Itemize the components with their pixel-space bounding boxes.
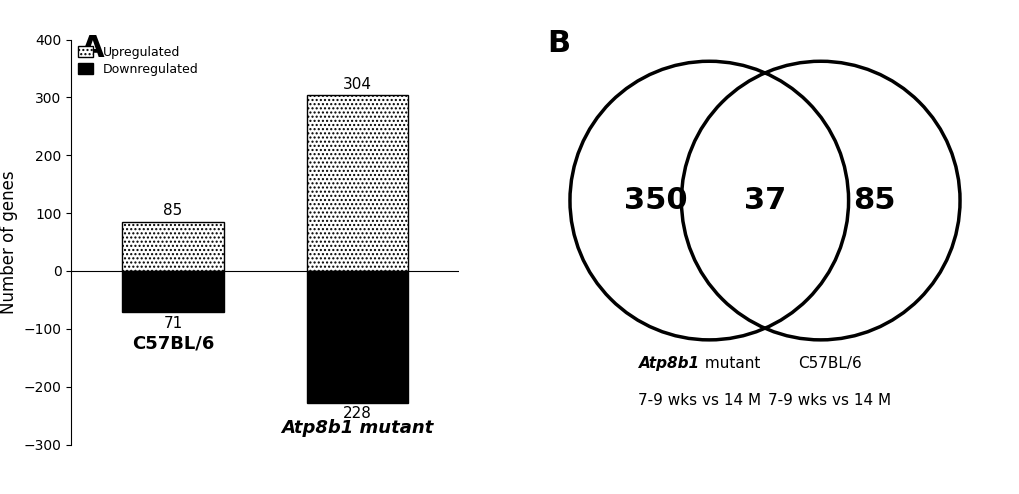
Bar <box>307 271 408 403</box>
Y-axis label: Number of genes: Number of genes <box>0 170 18 314</box>
Legend: Upregulated, Downregulated: Upregulated, Downregulated <box>77 46 199 76</box>
Text: mutant: mutant <box>699 356 759 371</box>
Bar <box>122 222 223 271</box>
Text: Atp8b1 mutant: Atp8b1 mutant <box>281 418 433 437</box>
Text: 7-9 wks vs 14 M: 7-9 wks vs 14 M <box>767 393 891 408</box>
Text: 304: 304 <box>342 77 372 91</box>
Text: 350: 350 <box>624 186 687 215</box>
Text: 7-9 wks vs 14 M: 7-9 wks vs 14 M <box>638 393 761 408</box>
Text: A: A <box>81 34 104 63</box>
Text: 37: 37 <box>743 186 786 215</box>
Bar <box>122 271 223 312</box>
Text: 85: 85 <box>852 186 895 215</box>
Bar <box>307 95 408 271</box>
Text: C57BL/6: C57BL/6 <box>797 356 861 371</box>
Text: 85: 85 <box>163 204 182 218</box>
Text: Atp8b1: Atp8b1 <box>638 356 699 371</box>
Text: B: B <box>546 29 570 58</box>
Text: C57BL/6: C57BL/6 <box>131 334 214 353</box>
Text: 228: 228 <box>342 407 372 421</box>
Text: 71: 71 <box>163 316 182 330</box>
